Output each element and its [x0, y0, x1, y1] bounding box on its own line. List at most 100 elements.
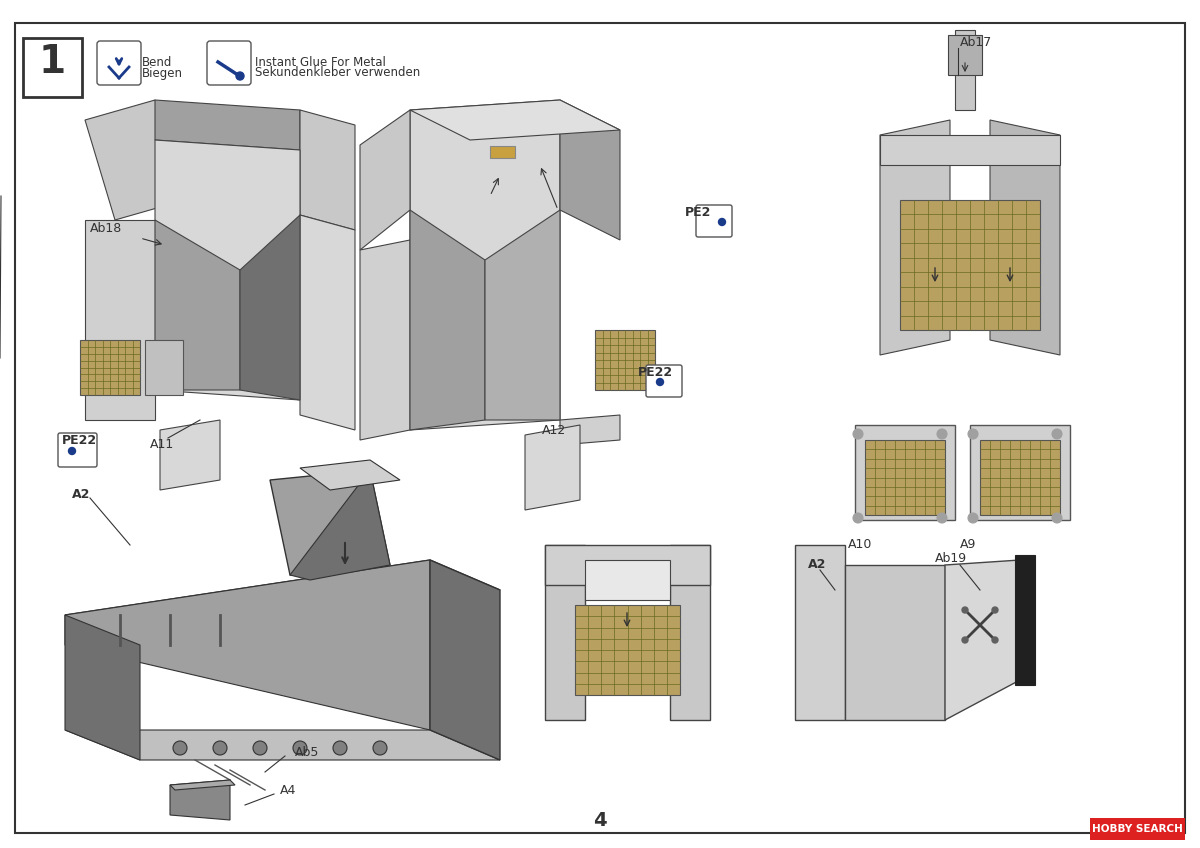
Text: Ab5: Ab5: [295, 745, 319, 758]
Polygon shape: [300, 110, 355, 230]
Bar: [948, 35, 982, 75]
Text: A10: A10: [848, 538, 872, 551]
Text: A12: A12: [542, 423, 566, 437]
Polygon shape: [990, 120, 1060, 355]
Bar: [575, 605, 680, 695]
Polygon shape: [290, 470, 390, 580]
Bar: [1090, 818, 1186, 840]
Polygon shape: [170, 780, 235, 790]
Bar: [900, 200, 1040, 330]
Polygon shape: [410, 100, 560, 430]
Polygon shape: [240, 215, 300, 400]
Text: Biegen: Biegen: [142, 66, 182, 80]
Text: PE22: PE22: [638, 366, 673, 380]
Circle shape: [962, 607, 968, 613]
Polygon shape: [560, 415, 620, 445]
Bar: [586, 560, 670, 600]
Bar: [980, 440, 1060, 515]
Bar: [490, 146, 515, 158]
Polygon shape: [410, 100, 620, 140]
Polygon shape: [155, 140, 300, 400]
Text: Ab17: Ab17: [960, 36, 992, 48]
Polygon shape: [485, 210, 560, 420]
FancyBboxPatch shape: [23, 38, 82, 97]
Circle shape: [334, 741, 347, 755]
Bar: [145, 340, 182, 395]
Text: PE2: PE2: [685, 207, 712, 220]
Text: A2: A2: [808, 559, 827, 572]
Circle shape: [937, 513, 947, 523]
Bar: [80, 340, 140, 395]
Polygon shape: [160, 420, 220, 490]
FancyBboxPatch shape: [58, 433, 97, 467]
Bar: [955, 30, 974, 110]
Circle shape: [253, 741, 266, 755]
Polygon shape: [526, 425, 580, 510]
FancyBboxPatch shape: [696, 205, 732, 237]
Polygon shape: [155, 100, 300, 150]
Text: Sekundenkleber verwenden: Sekundenkleber verwenden: [256, 66, 420, 80]
Bar: [595, 330, 655, 390]
Bar: [1015, 555, 1034, 685]
Circle shape: [656, 378, 664, 386]
Circle shape: [1052, 429, 1062, 439]
Circle shape: [992, 637, 998, 643]
Text: A2: A2: [72, 488, 90, 501]
Polygon shape: [155, 220, 240, 390]
Circle shape: [962, 637, 968, 643]
Bar: [545, 545, 710, 585]
Polygon shape: [65, 615, 140, 760]
Bar: [854, 425, 955, 520]
Circle shape: [173, 741, 187, 755]
Polygon shape: [270, 470, 390, 575]
Polygon shape: [560, 100, 620, 240]
Circle shape: [937, 429, 947, 439]
Circle shape: [68, 448, 76, 455]
Polygon shape: [410, 210, 485, 430]
Text: 1: 1: [38, 43, 66, 81]
Circle shape: [968, 513, 978, 523]
Polygon shape: [65, 560, 430, 730]
Circle shape: [214, 741, 227, 755]
Circle shape: [293, 741, 307, 755]
Polygon shape: [946, 560, 1020, 720]
Polygon shape: [65, 730, 500, 760]
Text: A11: A11: [150, 438, 174, 451]
Circle shape: [1052, 513, 1062, 523]
Polygon shape: [65, 560, 500, 645]
Text: HOBBY SEARCH: HOBBY SEARCH: [1092, 824, 1182, 834]
Circle shape: [719, 219, 726, 226]
Text: 4: 4: [593, 811, 607, 829]
Polygon shape: [430, 560, 500, 760]
Circle shape: [853, 429, 863, 439]
Polygon shape: [360, 240, 410, 440]
Bar: [845, 565, 946, 720]
Polygon shape: [880, 120, 950, 355]
Polygon shape: [300, 460, 400, 490]
Text: A4: A4: [280, 784, 296, 796]
Bar: [545, 545, 586, 720]
FancyBboxPatch shape: [208, 41, 251, 85]
Text: Bend: Bend: [142, 55, 173, 69]
Bar: [670, 545, 710, 720]
FancyBboxPatch shape: [646, 365, 682, 397]
Circle shape: [992, 607, 998, 613]
Circle shape: [373, 741, 386, 755]
Text: Ab18: Ab18: [90, 221, 122, 235]
Bar: [796, 545, 845, 720]
FancyBboxPatch shape: [97, 41, 142, 85]
Circle shape: [236, 72, 244, 80]
Polygon shape: [85, 100, 185, 220]
Bar: [865, 440, 946, 515]
Text: A9: A9: [960, 538, 977, 551]
Polygon shape: [360, 110, 410, 250]
Polygon shape: [300, 215, 355, 430]
Circle shape: [968, 429, 978, 439]
Polygon shape: [880, 135, 1060, 165]
Bar: [970, 425, 1070, 520]
Text: Ab19: Ab19: [935, 551, 967, 565]
Polygon shape: [170, 780, 230, 820]
Circle shape: [853, 513, 863, 523]
Text: PE22: PE22: [62, 433, 97, 447]
Polygon shape: [85, 220, 155, 420]
